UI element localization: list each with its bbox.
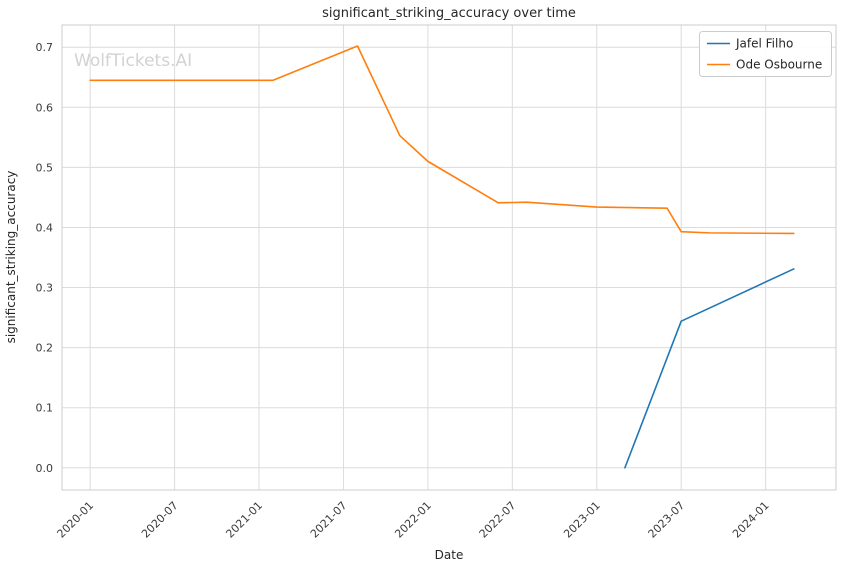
x-tick-label: 2024-01 bbox=[730, 499, 772, 541]
chart-title: significant_striking_accuracy over time bbox=[322, 6, 576, 21]
series-group bbox=[89, 45, 795, 469]
series-line-ode-osbourne bbox=[89, 45, 795, 235]
grid bbox=[62, 25, 836, 490]
watermark: WolfTickets.AI bbox=[74, 51, 192, 71]
y-tick-label: 0.4 bbox=[36, 221, 54, 234]
plot-border bbox=[61, 24, 837, 491]
y-tick-label: 0.1 bbox=[36, 402, 54, 415]
x-tick-label: 2021-01 bbox=[223, 499, 265, 541]
x-axis-label: Date bbox=[435, 548, 464, 562]
x-tick-label: 2022-01 bbox=[392, 499, 434, 541]
x-tick-label: 2023-01 bbox=[561, 499, 603, 541]
legend: Jafel Filho Ode Osbourne bbox=[699, 31, 832, 77]
x-tick-label: 2020-07 bbox=[139, 499, 181, 541]
y-tick-label: 0.2 bbox=[36, 342, 54, 355]
y-tick-label: 0.3 bbox=[36, 282, 54, 295]
y-tick-labels: 0.0 0.1 0.2 0.3 0.4 0.5 0.6 0.7 bbox=[36, 41, 54, 475]
x-tick-labels: 2020-01 2020-07 2021-01 2021-07 2022-01 2022-… bbox=[55, 499, 772, 541]
y-axis-label: significant_striking_accuracy bbox=[4, 171, 18, 344]
y-tick-label: 0.6 bbox=[36, 101, 54, 114]
legend-box bbox=[699, 31, 832, 77]
legend-label-ode-osbourne: Ode Osbourne bbox=[736, 58, 822, 72]
y-tick-label: 0.0 bbox=[36, 462, 54, 475]
series-line-jafel-filho bbox=[624, 268, 795, 469]
x-tick-label: 2022-07 bbox=[477, 499, 519, 541]
y-tick-label: 0.7 bbox=[36, 41, 54, 54]
legend-label-jafel-filho: Jafel Filho bbox=[735, 37, 793, 51]
x-tick-label: 2020-01 bbox=[55, 499, 97, 541]
x-tick-label: 2023-07 bbox=[646, 499, 688, 541]
x-tick-label: 2021-07 bbox=[308, 499, 350, 541]
y-tick-label: 0.5 bbox=[36, 161, 54, 174]
